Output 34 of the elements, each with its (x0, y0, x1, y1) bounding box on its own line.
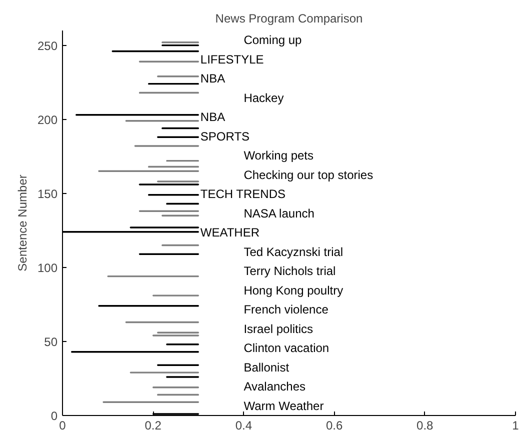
x-tick-label: 0.6 (326, 418, 343, 432)
annotation: Ballonist (244, 360, 290, 374)
y-axis-title: Sentence Number (15, 174, 30, 272)
annotation: Avalanches (244, 380, 306, 394)
annotation: Ted Kacyznski trial (244, 244, 344, 259)
x-tick-label: 0.8 (416, 418, 434, 432)
y-tick-label: 50 (44, 334, 58, 349)
x-tick-label: 0 (59, 418, 66, 432)
y-tick-label: 200 (37, 112, 58, 127)
annotation: NBA (200, 110, 226, 124)
annotation: Coming up (244, 33, 302, 48)
y-tick-label: 250 (37, 38, 58, 53)
annotation: Working pets (244, 148, 314, 163)
y-tick-label: 0 (50, 409, 58, 423)
annotation: TECH TRENDS (200, 187, 286, 202)
annotation: Terry Nichols trial (244, 264, 336, 278)
annotation: Clinton vacation (244, 341, 330, 356)
annotation: Warm Weather (244, 398, 324, 413)
annotation: Hong Kong poultry (244, 283, 344, 298)
x-tick-label: 1 (512, 418, 520, 432)
annotation: Checking our top stories (244, 168, 374, 182)
x-tick-label: 0.4 (235, 418, 252, 432)
annotation: WEATHER (200, 226, 260, 240)
annotation: Hackey (244, 90, 284, 105)
chart-title: News Program Comparison (215, 12, 363, 26)
annotation: SPORTS (200, 129, 250, 144)
x-tick-label: 0.2 (144, 418, 162, 432)
annotation: French violence (244, 302, 329, 317)
annotation: NBA (200, 72, 226, 86)
annotation: LIFESTYLE (200, 52, 264, 66)
annotation: NASA launch (244, 206, 314, 220)
y-tick-label: 150 (37, 186, 58, 201)
annotation: Israel politics (244, 322, 314, 336)
y-tick-label: 100 (37, 260, 58, 275)
